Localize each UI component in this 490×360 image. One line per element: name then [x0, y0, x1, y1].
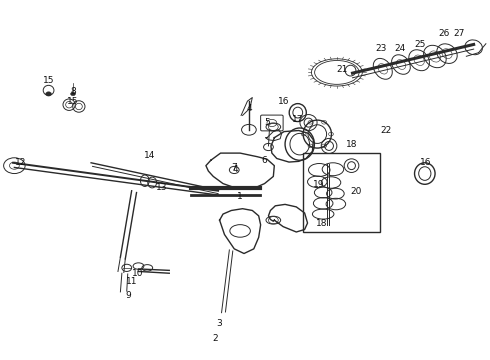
Text: 4: 4	[246, 104, 252, 113]
Text: 24: 24	[395, 44, 406, 53]
Text: 10: 10	[132, 269, 143, 278]
Text: 8: 8	[70, 86, 76, 95]
Text: 13: 13	[156, 183, 168, 192]
Text: 26: 26	[439, 29, 450, 38]
Text: 5: 5	[264, 118, 270, 127]
Text: 15: 15	[43, 76, 54, 85]
Text: 25: 25	[414, 40, 426, 49]
Text: 16: 16	[278, 97, 290, 106]
Text: 9: 9	[126, 291, 132, 300]
Text: 20: 20	[351, 187, 362, 196]
Text: 7: 7	[231, 163, 237, 172]
Text: 27: 27	[453, 29, 465, 38]
Text: 19: 19	[313, 180, 324, 189]
Text: 23: 23	[375, 44, 387, 53]
Text: 1: 1	[237, 192, 243, 201]
Text: 22: 22	[380, 126, 392, 135]
Text: 16: 16	[420, 158, 432, 167]
Text: 18: 18	[346, 140, 357, 149]
Text: 14: 14	[144, 151, 155, 160]
Text: 11: 11	[126, 276, 137, 285]
Text: 15: 15	[67, 97, 79, 106]
Text: 17: 17	[292, 115, 303, 124]
Text: 2: 2	[212, 334, 218, 343]
Circle shape	[71, 92, 75, 96]
Text: 18: 18	[317, 219, 328, 228]
Text: 3: 3	[217, 319, 222, 328]
Text: 12: 12	[15, 158, 26, 167]
Circle shape	[46, 92, 51, 96]
Text: 6: 6	[262, 156, 268, 165]
Text: 4: 4	[232, 165, 238, 174]
Text: 21: 21	[336, 65, 347, 74]
